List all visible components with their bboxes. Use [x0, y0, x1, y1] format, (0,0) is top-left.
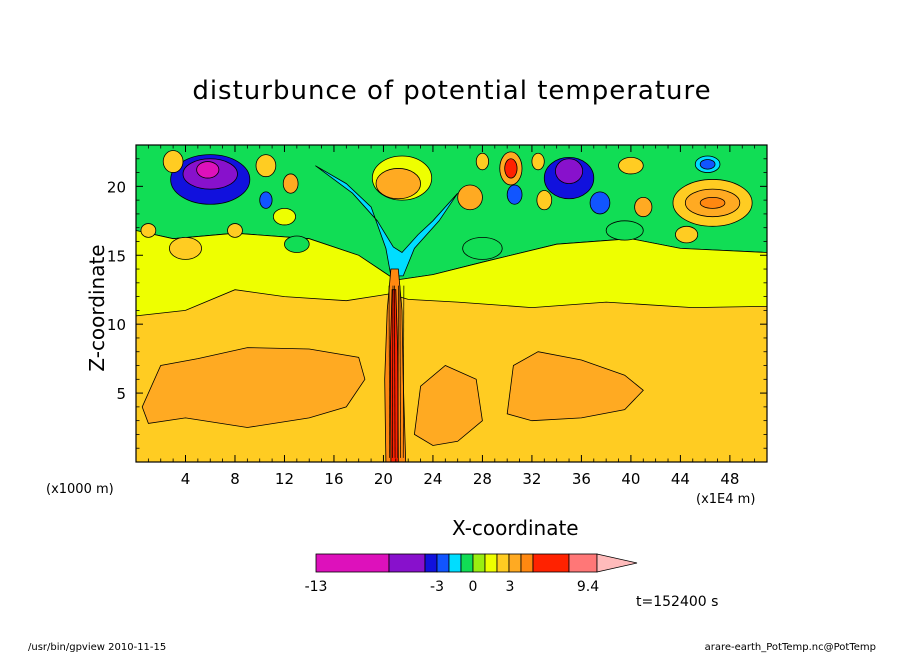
- time-label: t=152400 s: [636, 594, 719, 610]
- colorbar-label: -13: [305, 579, 328, 595]
- colorbar-segment-9: [508, 553, 522, 573]
- x-tick-label: 32: [522, 470, 541, 488]
- x-axis-unit: (x1E4 m): [696, 492, 756, 507]
- colorbar-segment-4: [448, 553, 462, 573]
- region-spot-13: [634, 196, 653, 218]
- colorbar-segment-12: [568, 553, 598, 573]
- x-tick-label: 36: [572, 470, 591, 488]
- x-tick-label: 24: [423, 470, 442, 488]
- colorbar-segment-7: [484, 553, 498, 573]
- colorbar-segment-11: [532, 553, 570, 573]
- x-tick-label: 16: [324, 470, 343, 488]
- y-axis-unit: (x1000 m): [46, 482, 114, 497]
- region-spot-9: [475, 152, 490, 171]
- region-spot-1: [255, 154, 277, 178]
- region-spot-6: [169, 236, 202, 260]
- x-tick-label: 8: [230, 470, 240, 488]
- region-spot-8: [457, 184, 483, 211]
- plume-contour-4: [399, 285, 401, 458]
- region-cold-core-right: [555, 158, 584, 184]
- region-spot-15: [605, 220, 644, 241]
- footer-right: arare-earth_PotTemp.nc@PotTemp: [704, 642, 876, 653]
- region-blue-spot: [699, 159, 716, 170]
- x-tick-label: 40: [621, 470, 640, 488]
- colorbar-segment-6: [472, 553, 486, 573]
- colorbar-segment-0: [315, 553, 390, 573]
- colorbar-segment-5: [460, 553, 474, 573]
- colorbar-segment-10: [520, 553, 534, 573]
- x-tick-label: 28: [473, 470, 492, 488]
- plot-frame: [135, 144, 768, 463]
- region-warm-pocket-left: [141, 347, 366, 428]
- region-spot-7: [140, 223, 157, 238]
- plot-area: [136, 145, 767, 462]
- colorbar-label: -3: [430, 579, 444, 595]
- region-spot-2: [282, 173, 299, 194]
- y-tick-label: 20: [107, 178, 126, 196]
- x-tick-label: 4: [181, 470, 191, 488]
- footer-left: /usr/bin/gpview 2010-11-15: [28, 642, 167, 653]
- region-spot-3: [259, 191, 273, 209]
- plume-contour-0: [388, 285, 390, 458]
- region-red-spot-30: [504, 158, 518, 179]
- region-cyan-plume: [315, 165, 459, 277]
- region-blue-spot-30: [506, 184, 523, 205]
- region-spot-5: [227, 223, 243, 238]
- region-spot-17: [284, 235, 310, 253]
- region-spot-10: [531, 152, 545, 171]
- colorbar-label: 9.4: [577, 579, 599, 595]
- colorbar-segment-8: [496, 553, 510, 573]
- region-spot-4: [272, 208, 297, 226]
- region-spot-11: [536, 190, 553, 211]
- colorbar-segment-1: [388, 553, 426, 573]
- plume-contour-1: [392, 285, 394, 458]
- y-tick-label: 15: [107, 247, 126, 265]
- region-spot-12: [618, 157, 644, 175]
- region-spot-16: [462, 236, 503, 260]
- region-magenta-core-left: [196, 161, 220, 179]
- colorbar-segment-3: [436, 553, 450, 573]
- y-tick-label: 5: [116, 385, 126, 403]
- plume-contour-5: [402, 285, 405, 458]
- x-tick-label: 44: [671, 470, 690, 488]
- plume-contour-3: [397, 285, 399, 458]
- plume-contour-2: [394, 285, 396, 458]
- y-tick-label: 10: [107, 316, 126, 334]
- region-blue-spot-right: [589, 191, 611, 215]
- region-orange-top: [375, 168, 421, 200]
- x-tick-label: 48: [720, 470, 739, 488]
- region-spot-14: [675, 225, 699, 244]
- colorbar-label: 0: [469, 579, 478, 595]
- x-tick-label: 20: [374, 470, 393, 488]
- chart-title: disturbunce of potential temperature: [192, 76, 712, 106]
- region-spot-0: [162, 150, 184, 173]
- region-warm-pocket-mid: [413, 365, 483, 446]
- x-tick-label: 12: [275, 470, 294, 488]
- colorbar-arrow: [596, 553, 638, 573]
- x-axis-label-text: X-coordinate: [452, 516, 579, 540]
- colorbar-segment-2: [424, 553, 438, 573]
- region-warm-pocket-right: [506, 351, 644, 422]
- region-warm-cell-inner: [699, 196, 726, 209]
- colorbar-label: 3: [506, 579, 515, 595]
